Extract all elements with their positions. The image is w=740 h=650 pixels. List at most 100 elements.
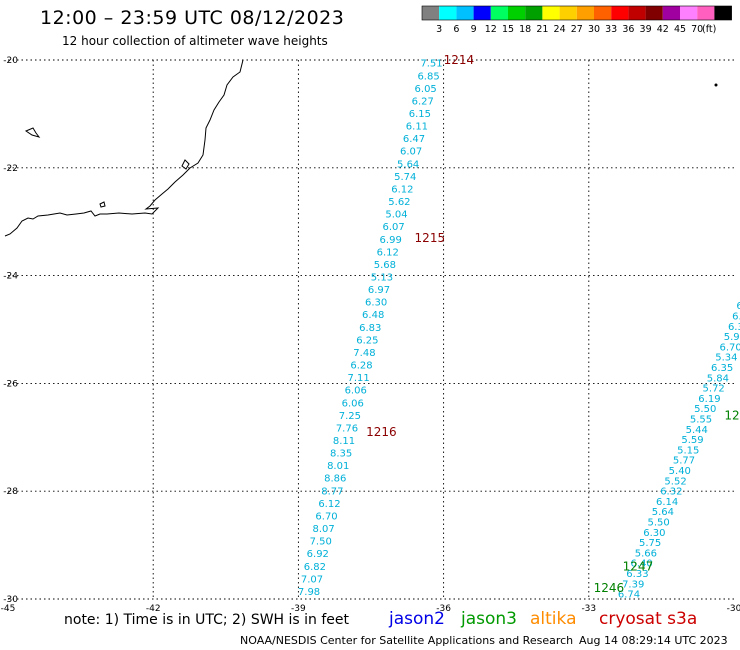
scale-label: 18 [519, 24, 531, 35]
scale-label: 45 [674, 24, 686, 35]
scale-label: 70 [691, 24, 703, 35]
scale-swatch [422, 6, 440, 20]
altimeter-track-1: 7.516.856.056.276.156.116.476.075.645.74… [298, 59, 443, 598]
pass-time-label: 1216 [366, 425, 397, 439]
scale-swatch [697, 6, 715, 20]
swh-value: 7.51 [420, 59, 442, 70]
swh-value: 7.39 [622, 579, 644, 590]
legend-jason3: jason3 [461, 609, 517, 629]
swh-value: 5.59 [681, 435, 703, 446]
swh-value: 5.62 [388, 197, 410, 208]
color-scale: 3 6 9 12 15 18 21 24 27 30 33 36 39 42 45 70(ft) [421, 5, 732, 35]
swh-value: 5.40 [669, 466, 691, 477]
pass-time-labels: 1214 1215 1216 12- 1247 1246 [366, 53, 740, 595]
swh-value: 6.99 [380, 235, 402, 246]
swh-value: 5.98 [724, 332, 740, 343]
scale-label: 3 [436, 24, 442, 35]
swh-value: 6.28 [350, 361, 372, 372]
scale-swatch [456, 6, 474, 20]
scale-unit: (ft) [702, 24, 716, 35]
swh-value: 5.52 [664, 476, 686, 487]
note-text: note: 1) Time is in UTC; 2) SWH is in fe… [64, 612, 350, 628]
swh-value: 7.25 [339, 411, 361, 422]
swh-value: 8.86 [324, 474, 346, 485]
swh-value: 5.04 [385, 210, 407, 221]
swh-value: 6.70 [315, 511, 337, 522]
scale-swatch [714, 6, 732, 20]
swh-value: 6.48 [362, 310, 384, 321]
swh-value: 6.11 [406, 122, 428, 133]
lat-tick-label: -24 [3, 272, 18, 282]
swh-value: 6.27 [412, 96, 434, 107]
swh-value: 5.15 [677, 445, 699, 456]
swh-value: 8.11 [333, 436, 355, 447]
scale-swatch [662, 6, 680, 20]
swh-value: 6.30 [643, 528, 665, 539]
swh-value: 7.50 [310, 537, 332, 548]
scale-label: 36 [622, 24, 634, 35]
swh-value: 6.83 [359, 323, 381, 334]
swh-value: 6. [736, 301, 740, 312]
swh-value: 7.98 [298, 587, 320, 598]
scale-label: 12 [485, 24, 497, 35]
swh-value: 7.11 [347, 373, 369, 384]
pass-time-label: 1215 [415, 231, 446, 245]
swh-value: 6.07 [400, 147, 422, 158]
scale-label: 15 [502, 24, 514, 35]
pass-time-label: 12- [724, 409, 740, 423]
swh-value: 6.92 [307, 549, 329, 560]
scale-label: 42 [657, 24, 669, 35]
scale-swatch [576, 6, 594, 20]
swh-value: 6.74 [618, 590, 640, 601]
swh-value: 8.07 [312, 524, 334, 535]
swh-value: 6.25 [356, 335, 378, 346]
legend-altika: altika [530, 609, 577, 629]
swh-value: 5.74 [394, 172, 416, 183]
scale-swatch [508, 6, 526, 20]
scale-label: 39 [640, 24, 652, 35]
swh-value: 6.19 [698, 394, 720, 405]
swh-value: 8.01 [327, 461, 349, 472]
swh-value: 5.66 [635, 548, 657, 559]
scale-swatch [611, 6, 629, 20]
lat-tick-label: -26 [3, 379, 18, 389]
lon-tick-label: -42 [146, 604, 161, 614]
swh-value: 5.68 [374, 260, 396, 271]
credit-text: NOAA/NESDIS Center for Satellite Applica… [240, 634, 574, 647]
scale-swatch [680, 6, 698, 20]
swh-value: 5.84 [707, 373, 729, 384]
pass-time-label: 1214 [444, 53, 475, 67]
swh-value: 6.06 [345, 386, 367, 397]
scale-swatch [473, 6, 491, 20]
scale-swatch [439, 6, 457, 20]
scale-label: 30 [588, 24, 600, 35]
lon-tick-label: -45 [1, 604, 16, 614]
swh-value: 5.75 [639, 538, 661, 549]
lon-tick-label: -30 [727, 604, 740, 614]
swh-value: 5.50 [694, 404, 716, 415]
timestamp: Aug 14 08:29:14 UTC 2023 [579, 634, 728, 647]
lon-tick-label: -36 [436, 604, 451, 614]
lat-tick-label: -28 [3, 487, 18, 497]
swh-value: 6.35 [711, 363, 733, 374]
swh-value: 6.97 [368, 285, 390, 296]
swh-value: 6.12 [377, 247, 399, 258]
lon-tick-label: -39 [291, 604, 306, 614]
scale-label: 9 [471, 24, 477, 35]
scale-swatch [559, 6, 577, 20]
swh-value: 6.3 [728, 322, 740, 333]
swh-value: 6.30 [365, 298, 387, 309]
swh-value: 6.85 [417, 71, 439, 82]
swh-value: 5.50 [647, 518, 669, 529]
swh-value: 6.15 [409, 109, 431, 120]
swh-value: 6.32 [660, 487, 682, 498]
map-subtitle: 12 hour collection of altimeter wave hei… [62, 34, 328, 48]
swh-value: 6.70 [719, 342, 740, 353]
legend-cryosat: cryosat s3a [599, 609, 698, 629]
swh-value: 7.48 [353, 348, 375, 359]
swh-value: 8.35 [330, 449, 352, 460]
swh-value: 6.12 [391, 184, 413, 195]
swh-value: 5.13 [371, 272, 393, 283]
swh-value: 5.64 [652, 507, 674, 518]
